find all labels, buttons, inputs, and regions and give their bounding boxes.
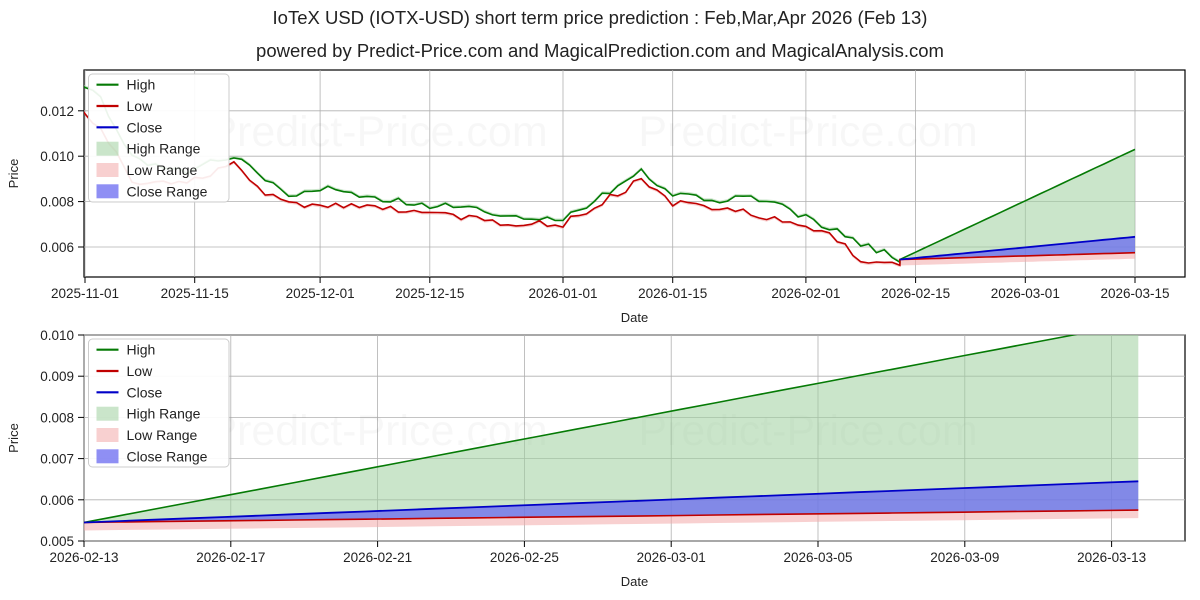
svg-text:Price: Price (6, 423, 21, 453)
svg-text:2026-03-01: 2026-03-01 (991, 286, 1060, 301)
svg-text:High Range: High Range (127, 141, 201, 157)
svg-text:2026-03-13: 2026-03-13 (1077, 550, 1146, 565)
svg-text:0.012: 0.012 (40, 104, 74, 119)
svg-text:Low: Low (127, 98, 154, 114)
svg-text:2026-01-15: 2026-01-15 (638, 286, 707, 301)
svg-text:Low Range: Low Range (127, 162, 198, 178)
svg-text:2026-01-01: 2026-01-01 (528, 286, 597, 301)
svg-text:2025-12-15: 2025-12-15 (395, 286, 464, 301)
svg-text:0.007: 0.007 (40, 452, 74, 467)
svg-text:Close: Close (127, 119, 163, 135)
svg-text:2025-11-01: 2025-11-01 (51, 286, 119, 301)
svg-text:High Range: High Range (127, 406, 201, 422)
svg-text:Low: Low (127, 363, 154, 379)
svg-text:2026-02-01: 2026-02-01 (771, 286, 840, 301)
svg-text:0.006: 0.006 (40, 240, 74, 255)
svg-text:2026-02-17: 2026-02-17 (196, 550, 265, 565)
svg-text:2026-02-25: 2026-02-25 (490, 550, 559, 565)
svg-text:Predict-Price.com: Predict-Price.com (638, 108, 977, 156)
svg-text:Date: Date (621, 310, 648, 322)
svg-text:0.009: 0.009 (40, 369, 74, 384)
svg-text:0.008: 0.008 (40, 410, 74, 425)
svg-text:0.008: 0.008 (40, 195, 74, 210)
svg-text:2025-11-15: 2025-11-15 (161, 286, 229, 301)
svg-text:2026-02-15: 2026-02-15 (881, 286, 950, 301)
svg-text:High: High (127, 77, 156, 93)
svg-text:0.010: 0.010 (40, 149, 74, 164)
svg-text:2026-03-01: 2026-03-01 (637, 550, 706, 565)
svg-text:Close Range: Close Range (127, 448, 208, 464)
svg-text:0.010: 0.010 (40, 328, 74, 343)
svg-text:2025-12-01: 2025-12-01 (286, 286, 355, 301)
svg-text:Close Range: Close Range (127, 183, 208, 199)
svg-text:Predict-Price.com: Predict-Price.com (208, 108, 547, 156)
svg-text:0.005: 0.005 (40, 534, 74, 549)
svg-text:2026-02-21: 2026-02-21 (343, 550, 412, 565)
svg-text:2026-03-15: 2026-03-15 (1100, 286, 1169, 301)
svg-text:Date: Date (621, 574, 648, 587)
svg-text:2026-03-05: 2026-03-05 (783, 550, 852, 565)
svg-text:Close: Close (127, 384, 163, 400)
svg-text:2026-03-09: 2026-03-09 (930, 550, 999, 565)
svg-text:High: High (127, 342, 156, 358)
svg-text:Price: Price (6, 159, 21, 189)
svg-text:0.006: 0.006 (40, 493, 74, 508)
svg-text:2026-02-13: 2026-02-13 (49, 550, 118, 565)
svg-text:Low Range: Low Range (127, 427, 198, 443)
